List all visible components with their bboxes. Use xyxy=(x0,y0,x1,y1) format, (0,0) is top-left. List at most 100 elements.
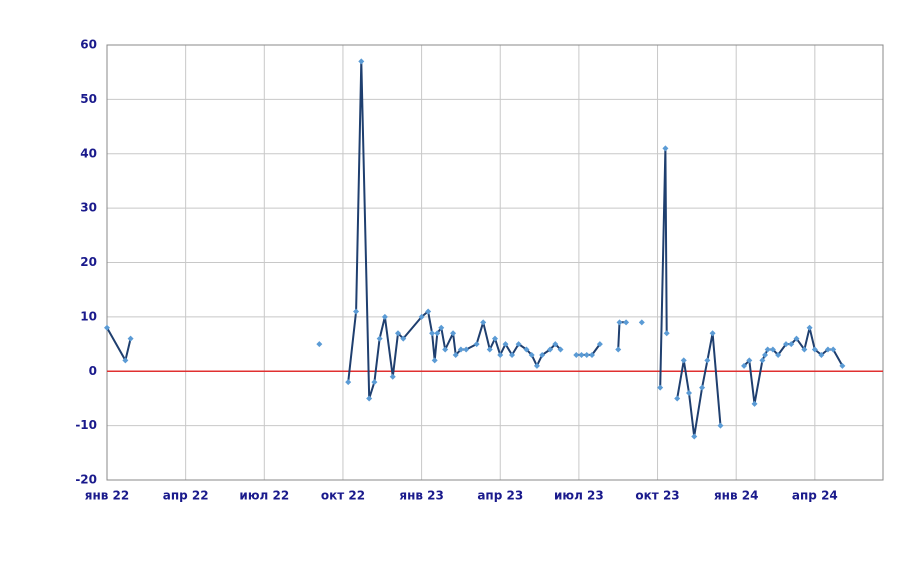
marker xyxy=(830,346,837,353)
marker xyxy=(663,330,670,337)
marker xyxy=(704,357,711,364)
x-tick-label: янв 23 xyxy=(399,489,443,503)
marker xyxy=(438,324,445,331)
marker xyxy=(788,341,795,348)
marker xyxy=(523,346,530,353)
marker xyxy=(104,324,110,331)
marker xyxy=(746,357,753,364)
marker xyxy=(497,351,504,358)
marker xyxy=(801,346,808,353)
marker xyxy=(450,330,457,337)
x-tick-label: апр 22 xyxy=(163,489,209,503)
marker xyxy=(442,346,449,353)
marker xyxy=(623,319,630,326)
marker xyxy=(818,351,825,358)
marker xyxy=(717,422,724,429)
marker xyxy=(486,346,493,353)
y-tick-label: 20 xyxy=(80,255,97,269)
marker xyxy=(371,379,378,386)
marker xyxy=(539,351,546,358)
marker xyxy=(533,362,540,369)
marker xyxy=(674,395,681,402)
marker xyxy=(615,346,622,353)
marker xyxy=(764,346,771,353)
marker xyxy=(425,308,432,315)
marker xyxy=(395,330,401,337)
marker xyxy=(122,357,129,364)
plot-border xyxy=(106,44,884,481)
x-tick-label: июл 22 xyxy=(239,489,289,503)
y-tick-label: -20 xyxy=(75,473,97,487)
y-tick-label: 50 xyxy=(80,92,97,106)
marker xyxy=(662,145,669,152)
marker xyxy=(509,351,516,358)
x-tick-label: янв 24 xyxy=(714,489,758,503)
marker xyxy=(686,390,692,396)
marker xyxy=(492,335,498,342)
y-tick-label: -10 xyxy=(75,418,97,432)
marker xyxy=(573,351,580,358)
marker xyxy=(381,313,388,320)
marker xyxy=(552,341,559,348)
marker xyxy=(783,341,789,348)
marker xyxy=(480,319,487,326)
x-tick-label: окт 22 xyxy=(321,489,365,503)
marker xyxy=(366,395,373,402)
marker xyxy=(418,313,425,320)
marker xyxy=(657,384,664,391)
marker xyxy=(811,346,818,353)
x-tick-label: апр 24 xyxy=(792,489,838,503)
marker xyxy=(457,346,464,353)
marker xyxy=(806,324,813,331)
marker xyxy=(751,400,758,407)
marker xyxy=(616,319,623,326)
y-tick-label: 60 xyxy=(80,38,97,52)
marker xyxy=(699,384,706,391)
marker xyxy=(589,351,595,358)
marker xyxy=(596,341,603,348)
y-tick-label: 40 xyxy=(80,146,97,160)
marker xyxy=(429,330,436,337)
marker xyxy=(389,373,396,380)
marker xyxy=(839,362,846,369)
marker xyxy=(557,346,564,353)
marker xyxy=(528,351,535,358)
marker xyxy=(741,362,748,369)
y-tick-label: 10 xyxy=(80,309,97,323)
marker xyxy=(400,335,407,342)
marker xyxy=(762,351,769,358)
marker xyxy=(376,335,383,342)
marker xyxy=(583,351,590,358)
marker xyxy=(775,351,782,358)
y-tick-label: 30 xyxy=(80,201,97,215)
marker xyxy=(638,319,645,326)
x-tick-label: июл 23 xyxy=(554,489,604,503)
marker xyxy=(680,357,687,364)
marker xyxy=(691,433,698,440)
marker xyxy=(316,341,323,348)
marker xyxy=(127,335,134,342)
marker xyxy=(452,351,459,358)
marker xyxy=(759,357,766,364)
marker xyxy=(709,330,716,337)
marker xyxy=(824,346,831,353)
marker xyxy=(793,335,800,342)
marker xyxy=(434,330,441,337)
marker xyxy=(578,351,585,358)
marker xyxy=(463,346,470,353)
x-tick-label: янв 22 xyxy=(85,489,129,503)
marker xyxy=(353,308,360,315)
line xyxy=(106,60,844,438)
x-tick-label: окт 23 xyxy=(635,489,679,503)
marker xyxy=(515,341,522,348)
marker xyxy=(358,58,365,65)
y-tick-label: 0 xyxy=(89,364,97,378)
marker xyxy=(502,341,509,348)
marker xyxy=(769,346,776,353)
marker xyxy=(431,357,438,364)
marker xyxy=(345,379,352,386)
x-tick-label: апр 23 xyxy=(477,489,523,503)
marker xyxy=(473,341,480,348)
marker xyxy=(547,346,554,353)
